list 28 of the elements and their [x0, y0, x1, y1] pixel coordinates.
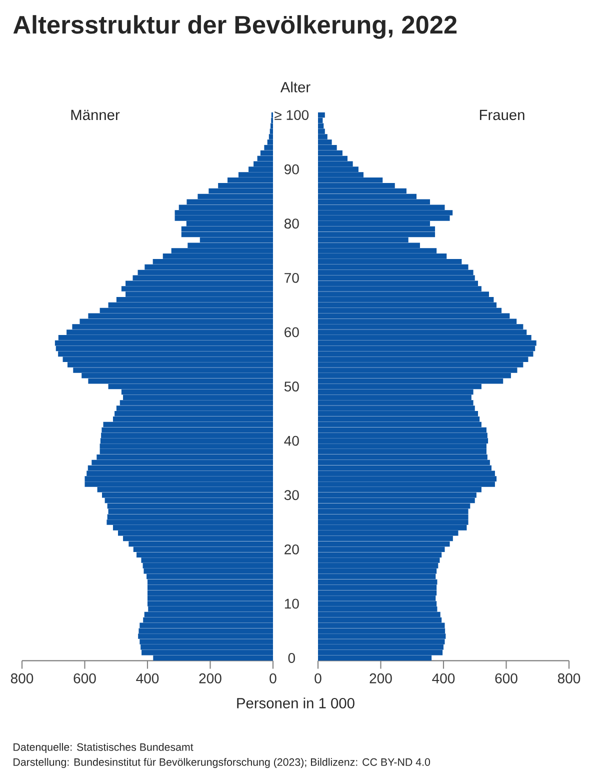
y-tick-label: 0 — [288, 653, 295, 663]
text: Datenquelle: Statistisches Bundesamt — [14, 743, 194, 753]
y-tick-label: 70 — [284, 272, 299, 283]
y-tick-label: ≥ 100 — [274, 110, 309, 120]
x-tick-label: 800 — [558, 673, 580, 684]
y-tick-label: 60 — [284, 327, 299, 338]
x-tick-label: 600 — [495, 673, 518, 684]
x-tick-label: 200 — [199, 673, 222, 684]
x-tick-label: 0 — [270, 673, 276, 684]
chart-subtitle: Frauen — [480, 110, 524, 120]
x-tick-label: 0 — [314, 673, 322, 684]
y-tick-label: 30 — [284, 490, 299, 500]
y-tick-label: 90 — [284, 164, 299, 174]
x-axis-title: Personen in 1 000 — [237, 698, 354, 708]
chart-subtitle: Männer — [71, 110, 120, 120]
chart-title: Altersstruktur der Bevölkerung, 2022 — [13, 15, 457, 39]
y-axis-title: Alter — [280, 82, 310, 92]
y-tick-label: 20 — [284, 544, 299, 554]
text: Darstellung: Bundesinstitut für Bevölkerungsforschung (2023); Bildlizenz: CC BY-ND 4.0 — [14, 758, 430, 768]
y-tick-label: 40 — [284, 436, 299, 446]
x-tick-label: 400 — [136, 673, 159, 684]
x-tick-label: 800 — [10, 673, 34, 684]
x-tick-label: 400 — [432, 673, 455, 684]
x-tick-label: 600 — [74, 673, 96, 684]
y-tick-label: 10 — [284, 598, 299, 609]
y-tick-label: 80 — [284, 218, 299, 229]
y-tick-label: 50 — [284, 382, 299, 392]
x-tick-label: 200 — [370, 673, 392, 684]
